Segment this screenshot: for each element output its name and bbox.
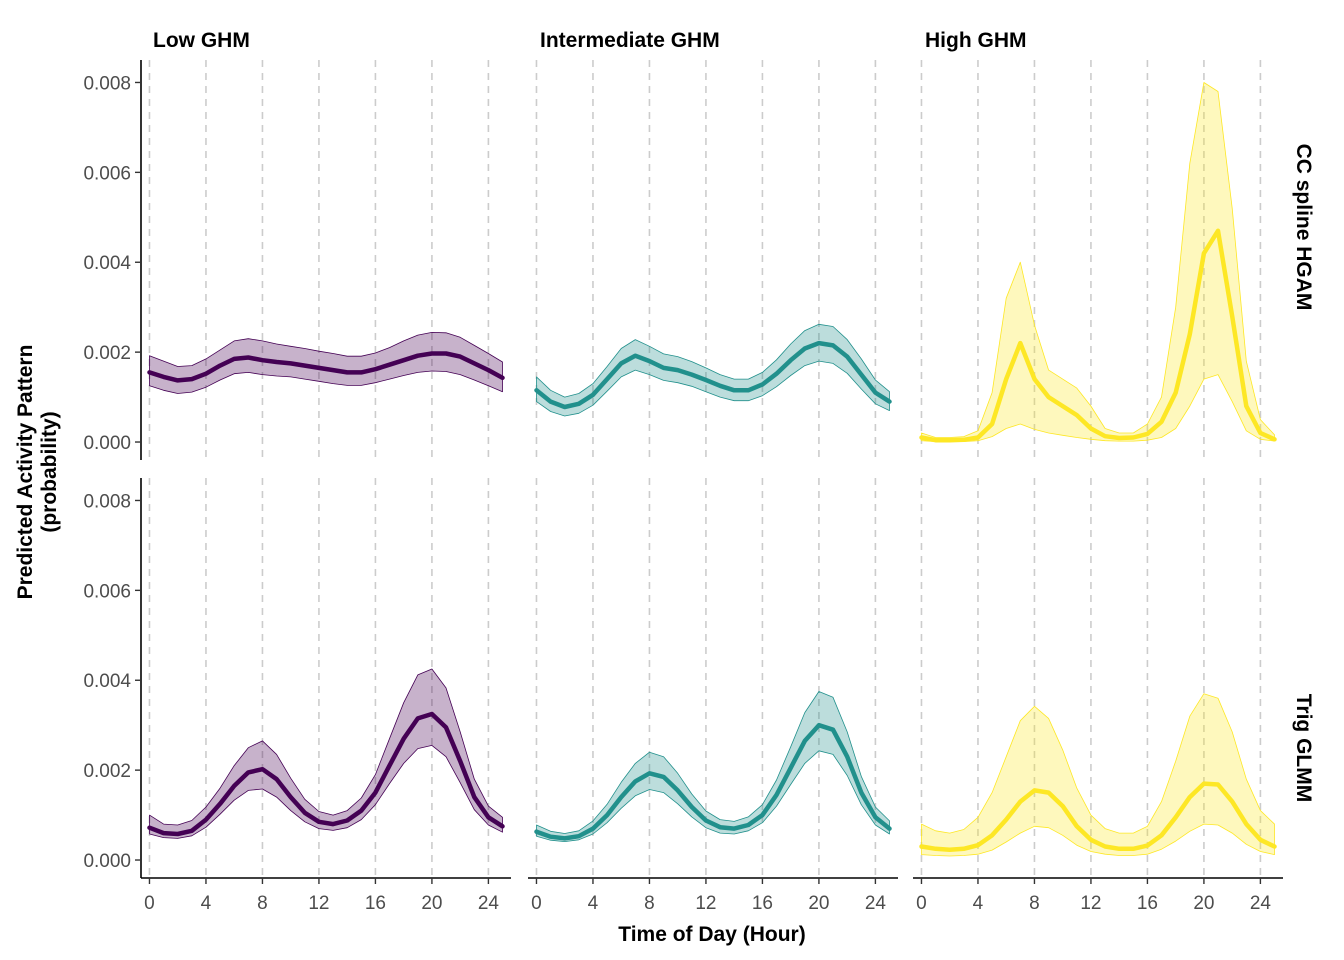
x-tick-label: 0 bbox=[916, 893, 927, 914]
confidence-band bbox=[921, 693, 1275, 857]
x-tick-label: 24 bbox=[865, 893, 887, 914]
x-tick-label: 4 bbox=[201, 893, 212, 914]
y-tick-label: 0.008 bbox=[83, 73, 131, 94]
x-tick-label: 0 bbox=[144, 893, 155, 914]
y-tick-label: 0.008 bbox=[83, 491, 131, 512]
y-tick-label: 0.000 bbox=[83, 851, 131, 872]
confidence-band bbox=[149, 332, 503, 394]
x-tick-label: 16 bbox=[752, 893, 773, 914]
confidence-band bbox=[536, 691, 890, 842]
y-tick-label: 0.006 bbox=[83, 581, 131, 602]
x-tick-label: 8 bbox=[644, 893, 655, 914]
y-tick-label: 0.002 bbox=[83, 343, 131, 364]
fit-line bbox=[534, 722, 892, 841]
x-tick-label: 12 bbox=[308, 893, 329, 914]
x-tick-label: 20 bbox=[808, 893, 829, 914]
x-tick-label: 16 bbox=[365, 893, 386, 914]
panel-trig-glmm-high-ghm bbox=[919, 478, 1277, 878]
fit-line bbox=[919, 781, 1277, 852]
panel-cc-spline-hgam-high-ghm bbox=[919, 60, 1277, 460]
x-tick-label: 4 bbox=[588, 893, 599, 914]
x-tick-label: 12 bbox=[1080, 893, 1101, 914]
panel-cc-spline-hgam-low-ghm bbox=[147, 60, 505, 460]
x-axis-low-ghm: 0 4 8 12 16 20 24 bbox=[141, 877, 511, 914]
fit-line bbox=[147, 351, 505, 383]
y-axis-title-line1: Predicted Activity Pattern bbox=[14, 345, 37, 600]
x-tick-label: 0 bbox=[531, 893, 542, 914]
x-tick-label: 16 bbox=[1137, 893, 1158, 914]
panel-trig-glmm-low-ghm bbox=[147, 478, 505, 878]
fit-line bbox=[147, 711, 505, 837]
fit-line bbox=[919, 228, 1277, 443]
y-axis-title-line2: (probability) bbox=[38, 411, 61, 532]
x-tick-label: 20 bbox=[421, 893, 442, 914]
confidence-band bbox=[149, 668, 503, 839]
x-axis-high-ghm: 0 4 8 12 16 20 24 bbox=[913, 877, 1283, 914]
y-axis-trig-glmm: 0.000 0.002 0.004 0.006 0.008 bbox=[83, 478, 142, 878]
strip-label-low-ghm: Low GHM bbox=[153, 29, 250, 52]
x-tick-label: 20 bbox=[1193, 893, 1214, 914]
strip-label-intermediate-ghm: Intermediate GHM bbox=[540, 29, 720, 52]
confidence-band bbox=[536, 323, 890, 417]
y-tick-label: 0.004 bbox=[83, 253, 131, 274]
x-tick-label: 24 bbox=[478, 893, 500, 914]
x-tick-label: 12 bbox=[695, 893, 716, 914]
panel-trig-glmm-intermediate-ghm bbox=[534, 478, 892, 878]
x-tick-label: 8 bbox=[257, 893, 268, 914]
x-axis-intermediate-ghm: 0 4 8 12 16 20 24 bbox=[528, 877, 898, 914]
fit-line bbox=[534, 340, 892, 410]
x-tick-label: 4 bbox=[973, 893, 984, 914]
panel-cc-spline-hgam-intermediate-ghm bbox=[534, 60, 892, 460]
strip-label-high-ghm: High GHM bbox=[925, 29, 1026, 52]
y-tick-label: 0.006 bbox=[83, 163, 131, 184]
y-tick-label: 0.002 bbox=[83, 761, 131, 782]
y-tick-label: 0.000 bbox=[83, 433, 131, 454]
y-tick-label: 0.004 bbox=[83, 671, 131, 692]
y-axis-cc-spline-hgam: 0.000 0.002 0.004 0.006 0.008 bbox=[83, 60, 142, 460]
strip-label-trig-glmm: Trig GLMM bbox=[1292, 694, 1315, 803]
x-axis-title: Time of Day (Hour) bbox=[618, 923, 805, 946]
x-tick-label: 8 bbox=[1029, 893, 1040, 914]
strip-label-cc-spline-hgam: CC spline HGAM bbox=[1292, 144, 1315, 311]
x-tick-label: 24 bbox=[1250, 893, 1272, 914]
